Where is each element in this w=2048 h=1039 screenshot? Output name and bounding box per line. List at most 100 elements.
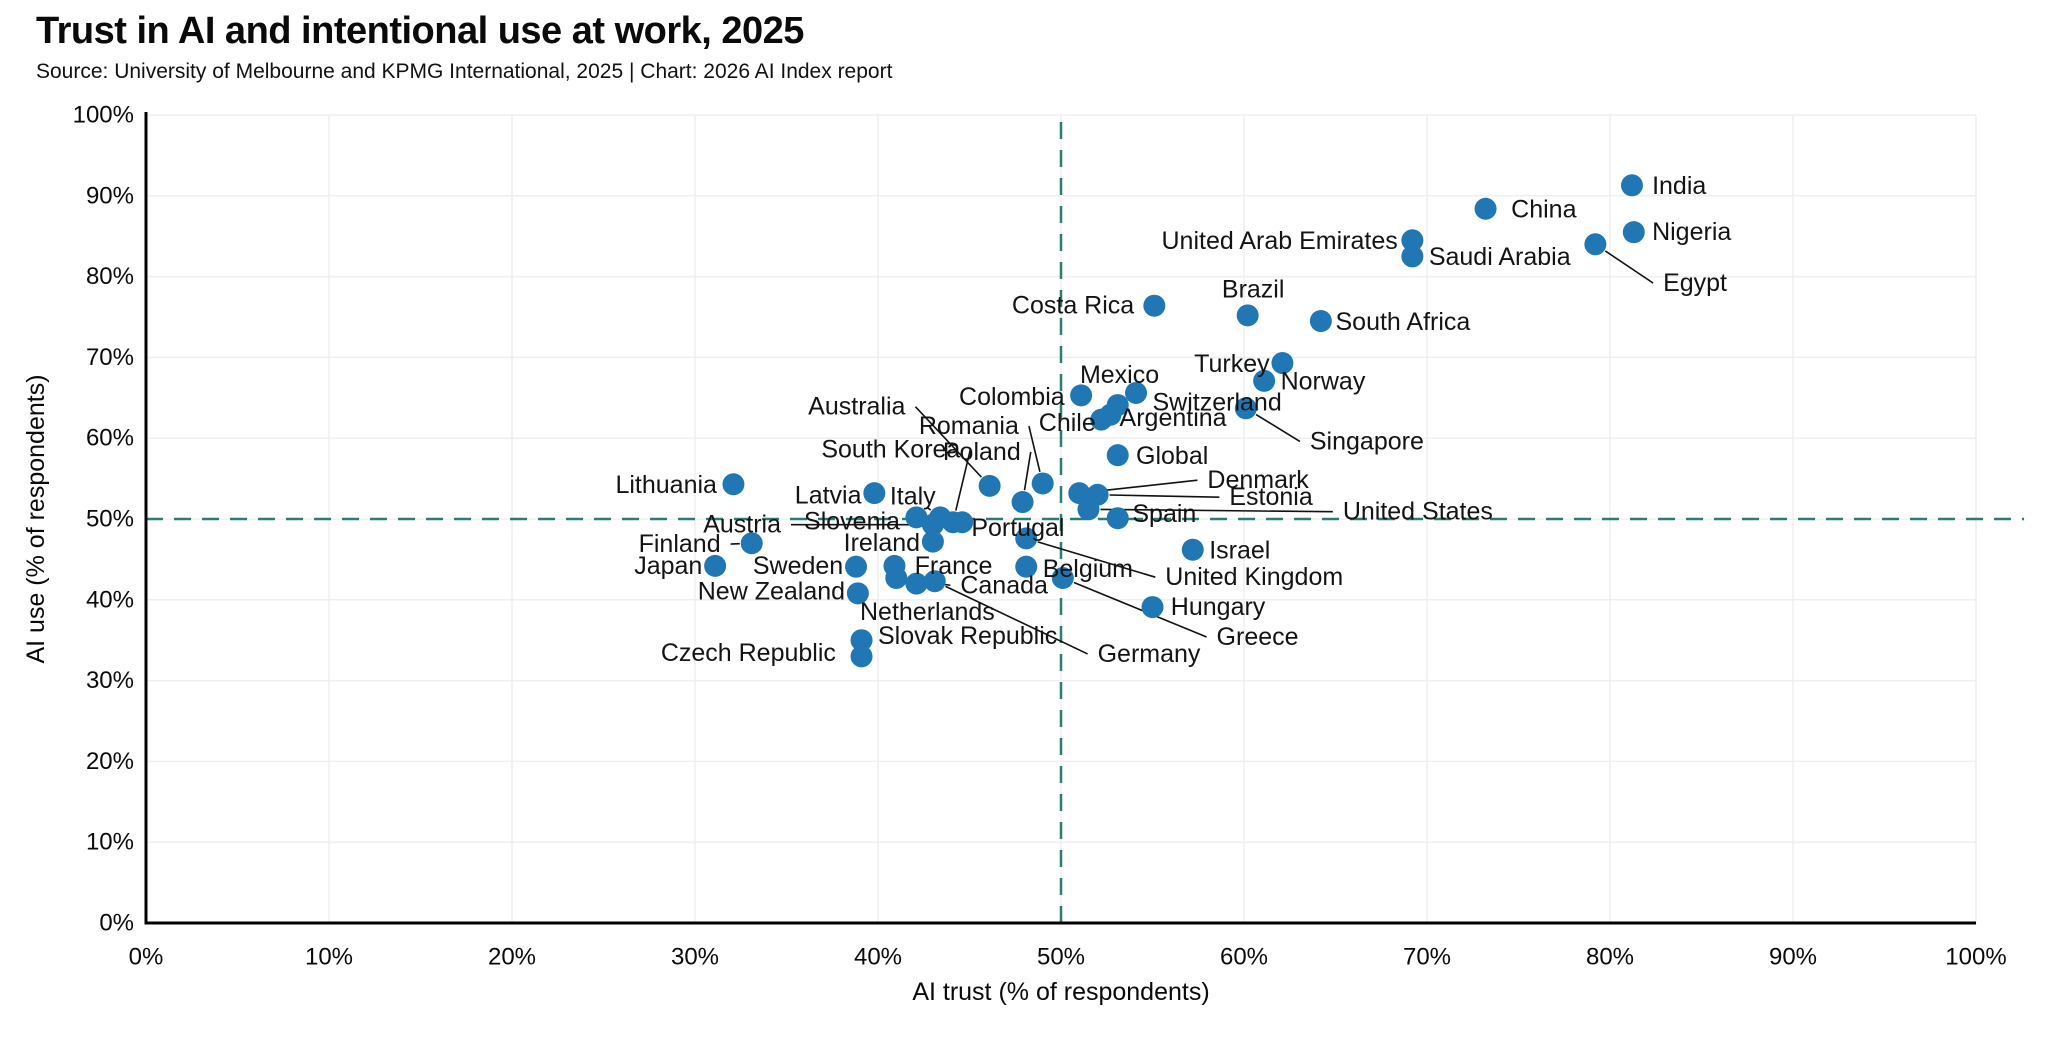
point-label-italy: Italy bbox=[890, 482, 936, 510]
point-label-france: France bbox=[915, 552, 993, 580]
data-point-greece bbox=[1051, 566, 1074, 589]
leader-line-singapore bbox=[1255, 413, 1301, 443]
point-label-hungary: Hungary bbox=[1171, 593, 1266, 621]
x-tick-label: 0% bbox=[129, 944, 164, 971]
data-point-singapore bbox=[1234, 397, 1257, 420]
data-point-egypt bbox=[1584, 233, 1607, 256]
leader-line-germany bbox=[945, 585, 1088, 655]
data-point-germany bbox=[923, 570, 946, 593]
point-label-finland: Finland bbox=[639, 530, 721, 558]
data-point-global bbox=[1106, 444, 1129, 467]
leader-line-united-states bbox=[1100, 508, 1333, 513]
leader-line-south-korea bbox=[955, 449, 972, 511]
y-tick-label: 40% bbox=[86, 586, 134, 613]
data-point-ireland bbox=[921, 530, 944, 553]
point-label-egypt: Egypt bbox=[1663, 269, 1727, 297]
leader-line-denmark bbox=[1091, 479, 1198, 493]
x-tick-label: 60% bbox=[1220, 944, 1268, 971]
data-point-austria bbox=[921, 513, 944, 536]
point-label-canada: Canada bbox=[960, 571, 1048, 599]
leader-line-australia bbox=[914, 406, 983, 478]
x-axis-title: AI trust (% of respondents) bbox=[912, 978, 1209, 1006]
point-label-singapore: Singapore bbox=[1310, 427, 1424, 455]
point-label-switzerland: Switzerland bbox=[1153, 389, 1282, 417]
x-tick-label: 70% bbox=[1403, 944, 1451, 971]
data-point-latvia bbox=[863, 482, 886, 505]
data-point-brazil bbox=[1236, 304, 1259, 327]
point-label-south-korea: South Korea bbox=[821, 436, 960, 464]
data-point-portugal bbox=[951, 511, 974, 534]
chart-title: Trust in AI and intentional use at work,… bbox=[36, 10, 804, 52]
point-label-costa-rica: Costa Rica bbox=[1012, 292, 1134, 320]
y-tick-label: 20% bbox=[86, 748, 134, 775]
data-point-denmark bbox=[1068, 482, 1091, 505]
data-points bbox=[704, 174, 1645, 668]
point-label-saudi-arabia: Saudi Arabia bbox=[1429, 243, 1571, 271]
data-point-switzerland bbox=[1125, 381, 1148, 404]
point-label-argentina: Argentina bbox=[1120, 404, 1227, 432]
point-label-czech-republic: Czech Republic bbox=[661, 639, 836, 667]
data-point-slovak-republic bbox=[850, 629, 873, 652]
point-label-brazil: Brazil bbox=[1222, 276, 1285, 304]
point-label-south-africa: South Africa bbox=[1336, 308, 1471, 336]
chart-source: Source: University of Melbourne and KPMG… bbox=[36, 60, 893, 83]
point-label-estonia: Estonia bbox=[1229, 483, 1312, 511]
data-point-chile bbox=[1090, 408, 1113, 431]
data-point-united-states bbox=[1077, 498, 1100, 521]
point-label-nigeria: Nigeria bbox=[1652, 218, 1731, 246]
point-label-new-zealand: New Zealand bbox=[698, 578, 845, 606]
data-point-czech-republic bbox=[850, 645, 873, 668]
point-label-turkey: Turkey bbox=[1194, 350, 1270, 378]
y-tick-label: 60% bbox=[86, 425, 134, 452]
y-axis-title: AI use (% of respondents) bbox=[22, 374, 50, 663]
data-point-sweden bbox=[845, 555, 868, 578]
x-tick-label: 50% bbox=[1037, 944, 1085, 971]
data-point-hungary bbox=[1141, 596, 1164, 619]
point-label-mexico: Mexico bbox=[1080, 361, 1159, 389]
data-point-united-kingdom bbox=[1015, 527, 1038, 550]
axes bbox=[144, 112, 1976, 925]
point-label-china: China bbox=[1511, 196, 1576, 224]
data-point-saudi-arabia bbox=[1401, 245, 1424, 268]
point-label-sweden: Sweden bbox=[753, 552, 843, 580]
point-label-united-kingdom: United Kingdom bbox=[1165, 563, 1343, 591]
y-tick-label: 100% bbox=[73, 102, 134, 129]
data-point-finland bbox=[740, 532, 763, 555]
data-point-new-zealand bbox=[846, 582, 869, 605]
point-label-lithuania: Lithuania bbox=[615, 471, 717, 499]
data-point-japan bbox=[704, 554, 727, 577]
leader-line-united-kingdom bbox=[1037, 541, 1156, 578]
point-label-ireland: Ireland bbox=[844, 529, 920, 557]
y-tick-label: 0% bbox=[99, 910, 134, 937]
y-tick-label: 80% bbox=[86, 263, 134, 290]
point-label-chile: Chile bbox=[1039, 409, 1096, 437]
data-point-lithuania bbox=[722, 473, 745, 496]
y-tick-label: 10% bbox=[86, 829, 134, 856]
x-tick-label: 30% bbox=[671, 944, 719, 971]
point-labels: India China Nigeria Egypt United Arab Emirat… bbox=[615, 172, 1731, 668]
data-point-india bbox=[1620, 174, 1643, 197]
data-point-nigeria bbox=[1622, 221, 1645, 244]
data-point-israel bbox=[1181, 538, 1204, 561]
data-point-australia bbox=[978, 474, 1001, 497]
point-label-belgium: Belgium bbox=[1043, 555, 1133, 583]
x-tick-label: 90% bbox=[1769, 944, 1817, 971]
x-tick-label: 20% bbox=[488, 944, 536, 971]
leader-line-poland bbox=[1023, 451, 1032, 491]
y-tick-label: 70% bbox=[86, 344, 134, 371]
point-label-poland: Poland bbox=[943, 438, 1021, 466]
data-point-united-arab-emirates bbox=[1401, 229, 1424, 252]
point-label-spain: Spain bbox=[1132, 500, 1196, 528]
point-label-norway: Norway bbox=[1281, 368, 1366, 396]
data-point-spain bbox=[1106, 507, 1129, 530]
point-label-greece: Greece bbox=[1217, 623, 1299, 651]
point-label-netherlands: Netherlands bbox=[860, 598, 995, 626]
y-tick-label: 50% bbox=[86, 506, 134, 533]
tick-labels: 0% 10% 20% 30% 40% 50% 60% 70% 80% 90% 100% 0% 10% 20… bbox=[73, 102, 2007, 971]
point-label-united-arab-emirates: United Arab Emirates bbox=[1162, 227, 1398, 255]
point-label-united-states: United States bbox=[1343, 498, 1493, 526]
data-point-belgium bbox=[1015, 555, 1038, 578]
data-point-canada bbox=[885, 566, 908, 589]
point-label-australia: Australia bbox=[808, 393, 905, 421]
